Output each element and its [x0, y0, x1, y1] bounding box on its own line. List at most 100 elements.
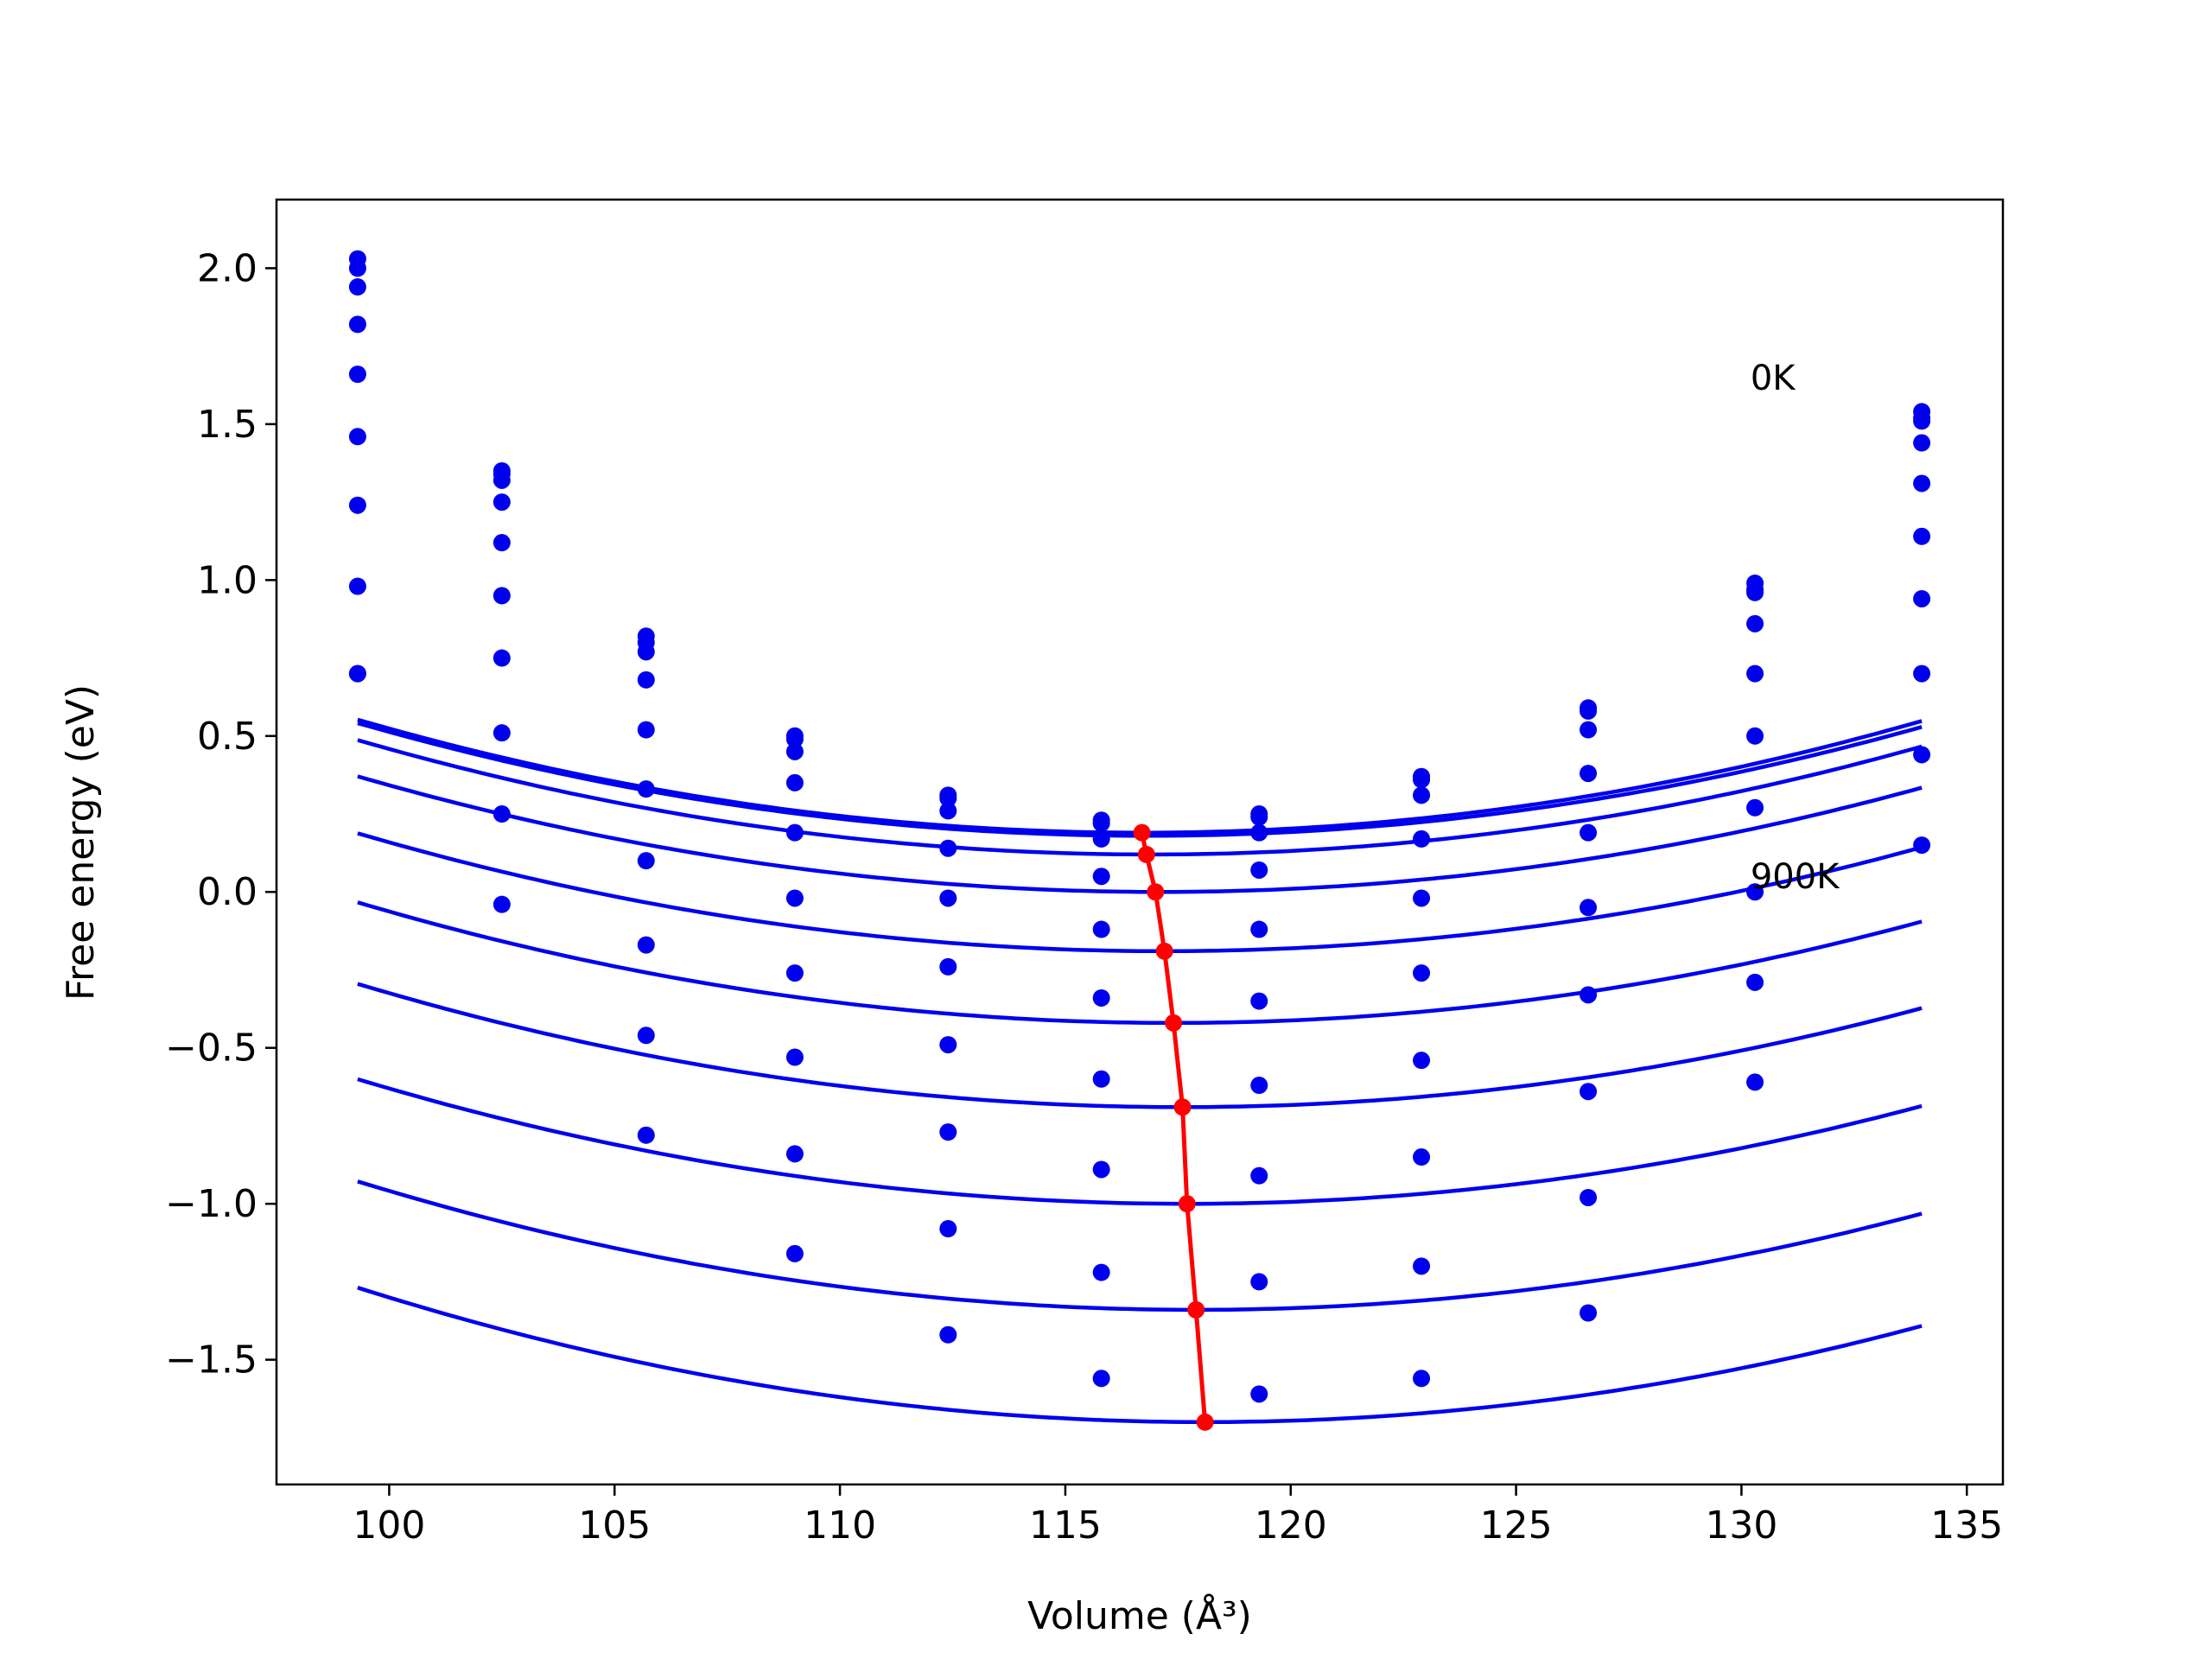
data-point: [785, 730, 804, 748]
data-point: [1913, 836, 1931, 855]
data-point: [493, 649, 511, 667]
data-point: [1580, 721, 1598, 739]
data-point: [1746, 614, 1764, 632]
minimum-point: [1155, 942, 1173, 960]
minimum-point: [1173, 1098, 1192, 1116]
minimum-point: [1137, 845, 1155, 863]
data-point: [1413, 1148, 1431, 1166]
fit-curve: [357, 1179, 1923, 1313]
data-point: [348, 278, 366, 296]
data-point: [1746, 883, 1764, 901]
data-point: [1092, 1160, 1110, 1179]
data-point: [1413, 964, 1431, 982]
data-point: [493, 895, 511, 913]
y-tick-label: −0.5: [165, 1027, 257, 1071]
minimum-point: [1165, 1014, 1183, 1032]
data-point: [785, 1145, 804, 1163]
fit-curve: [357, 1077, 1923, 1206]
data-point: [1413, 1052, 1431, 1070]
data-point: [348, 315, 366, 334]
data-point: [1746, 727, 1764, 745]
data-point: [493, 805, 511, 823]
x-tick-label: 110: [804, 1503, 876, 1548]
data-point: [1092, 868, 1110, 886]
minima-trend: [1133, 823, 1214, 1431]
x-axis-label: Volume (Å³): [1027, 1592, 1252, 1638]
data-point: [1250, 920, 1268, 938]
fit-curve: [357, 900, 1923, 1026]
y-axis-label: Free energy (eV): [59, 684, 103, 1001]
x-tick-label: 130: [1705, 1503, 1777, 1548]
data-point: [637, 780, 655, 798]
data-point: [1092, 1370, 1110, 1388]
temperature-annotation: 0K: [1751, 359, 1796, 398]
minimum-point: [1133, 823, 1151, 842]
data-point: [1092, 830, 1110, 848]
data-point: [1580, 1188, 1598, 1206]
y-axis: −1.5 −1.0 −0.5 0.0 0.5 1.0 1.5 2.0: [165, 246, 276, 1382]
data-point: [1580, 899, 1598, 917]
y-tick-label: −1.0: [165, 1182, 257, 1226]
minimum-point: [1178, 1195, 1196, 1213]
y-tick-label: 0.5: [197, 715, 257, 759]
data-point: [1250, 1077, 1268, 1095]
data-point: [1250, 808, 1268, 826]
data-point: [1580, 1304, 1598, 1322]
data-point: [1746, 664, 1764, 683]
data-point: [1913, 434, 1931, 452]
data-point: [493, 587, 511, 605]
data-point: [939, 802, 957, 820]
data-point: [637, 721, 655, 739]
data-point: [1250, 861, 1268, 879]
data-point: [637, 1126, 655, 1144]
data-point: [637, 852, 655, 870]
fit-curve: [357, 774, 1923, 894]
data-point: [348, 259, 366, 277]
x-tick-label: 125: [1480, 1503, 1553, 1548]
data-point: [1413, 1257, 1431, 1275]
x-tick-label: 120: [1255, 1503, 1327, 1548]
data-point: [1413, 1370, 1431, 1388]
x-axis: 100 105 110 115 120 125 130 135: [353, 1484, 2003, 1548]
data-point: [1413, 786, 1431, 804]
data-point: [939, 839, 957, 857]
data-point: [1413, 771, 1431, 789]
data-point: [1092, 814, 1110, 832]
x-tick-label: 105: [578, 1503, 651, 1548]
data-point: [1580, 986, 1598, 1004]
data-point: [348, 428, 366, 446]
data-point: [1746, 798, 1764, 817]
data-point: [1250, 1166, 1268, 1185]
data-point: [1580, 702, 1598, 720]
data-points: [348, 250, 1931, 1403]
data-point: [785, 889, 804, 907]
data-point: [1913, 589, 1931, 607]
data-point: [939, 1036, 957, 1054]
data-point: [493, 534, 511, 552]
data-point: [1250, 992, 1268, 1010]
y-tick-label: −1.5: [165, 1338, 257, 1382]
data-point: [1746, 583, 1764, 601]
data-point: [785, 742, 804, 760]
data-point: [1580, 823, 1598, 842]
data-point: [637, 1027, 655, 1045]
data-point: [785, 1244, 804, 1262]
y-tick-label: 2.0: [197, 246, 257, 290]
x-tick-label: 115: [1029, 1503, 1102, 1548]
data-point: [1092, 988, 1110, 1007]
data-point: [1580, 1083, 1598, 1101]
y-tick-label: 1.0: [197, 558, 257, 602]
data-point: [939, 957, 957, 976]
data-point: [939, 889, 957, 907]
x-tick-label: 100: [353, 1503, 425, 1548]
data-point: [939, 1220, 957, 1238]
data-point: [1580, 765, 1598, 783]
data-point: [785, 823, 804, 842]
data-point: [637, 643, 655, 661]
data-point: [1250, 1385, 1268, 1403]
minimum-point: [1147, 883, 1165, 901]
data-point: [1913, 664, 1931, 683]
data-point: [348, 365, 366, 384]
data-point: [493, 724, 511, 742]
